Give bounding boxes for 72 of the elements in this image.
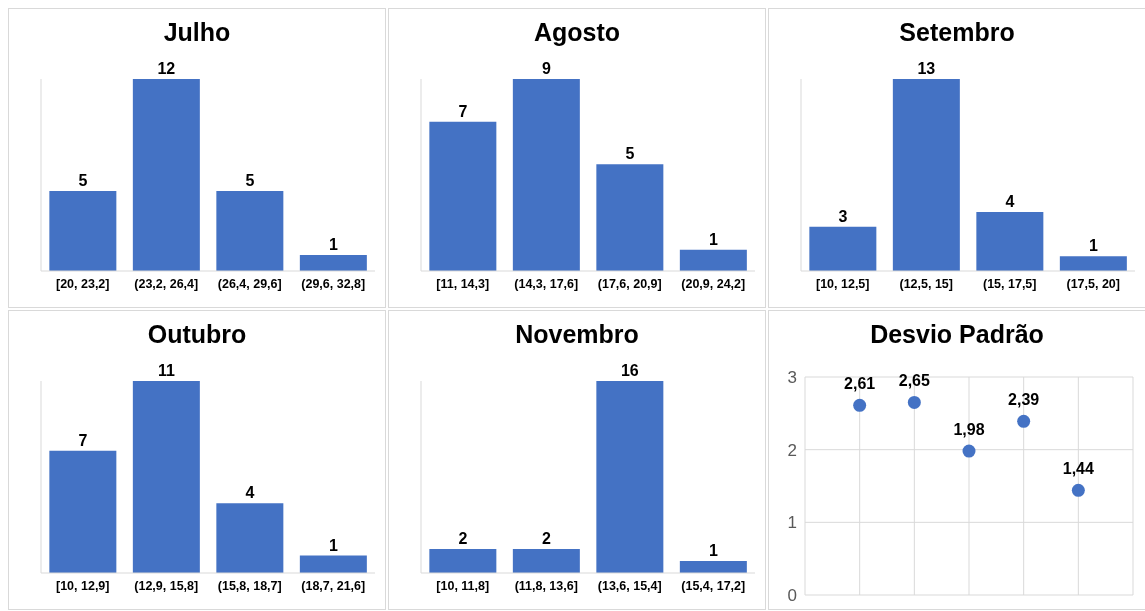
x-tick-label: (29,6, 32,8] bbox=[301, 276, 366, 291]
data-label: 3 bbox=[838, 207, 848, 225]
data-label: 2,61 bbox=[844, 374, 876, 392]
point bbox=[1017, 414, 1031, 428]
data-label: 1 bbox=[328, 236, 338, 253]
data-label: 12 bbox=[157, 60, 176, 77]
data-label: 2 bbox=[541, 530, 551, 547]
data-label: 2 bbox=[458, 530, 468, 547]
x-tick-label: [10, 12,5] bbox=[815, 276, 870, 291]
y-tick-label: 3 bbox=[787, 368, 797, 388]
bar bbox=[1059, 256, 1127, 271]
data-label: 4 bbox=[245, 484, 255, 502]
x-tick-label: [10, 12,9] bbox=[55, 578, 110, 593]
x-tick-label: [20, 23,2] bbox=[55, 276, 110, 291]
data-label: 5 bbox=[78, 172, 88, 189]
chart-title: Julho bbox=[162, 17, 232, 48]
bar bbox=[512, 79, 580, 271]
x-tick-label: (11,8, 13,6] bbox=[514, 578, 578, 593]
x-tick-label: (12,5, 15] bbox=[899, 276, 954, 291]
bar bbox=[132, 381, 200, 573]
bar bbox=[892, 79, 960, 271]
bar bbox=[49, 450, 117, 573]
bar bbox=[976, 211, 1044, 271]
data-label: 5 bbox=[625, 145, 635, 163]
x-tick-label: (23,2, 26,4] bbox=[134, 276, 199, 291]
data-label: 13 bbox=[917, 60, 936, 77]
x-tick-label: (18,7, 21,6] bbox=[301, 578, 366, 593]
bar bbox=[809, 226, 877, 271]
data-label: 1 bbox=[328, 536, 338, 554]
x-tick-label: (20,9, 24,2] bbox=[681, 276, 746, 291]
chart-title: Desvio Padrão bbox=[869, 319, 1045, 350]
y-tick-label: 2 bbox=[787, 440, 797, 460]
x-tick-label: (15,8, 18,7] bbox=[217, 578, 282, 593]
chart-title: Outubro bbox=[146, 319, 248, 350]
x-tick-label: (13,6, 15,4] bbox=[597, 578, 662, 593]
x-tick-label: (17,5, 20] bbox=[1066, 276, 1121, 291]
data-label: 1 bbox=[708, 542, 718, 559]
bar bbox=[216, 503, 284, 573]
data-label: 7 bbox=[458, 102, 468, 120]
x-tick-label: [11, 14,3] bbox=[436, 276, 490, 291]
x-tick-label: (17,6, 20,9] bbox=[597, 276, 662, 291]
data-label: 4 bbox=[1005, 192, 1015, 210]
bar bbox=[596, 164, 664, 271]
chart-title: Novembro bbox=[514, 319, 640, 350]
data-label: 7 bbox=[78, 431, 88, 449]
data-label: 2,65 bbox=[898, 371, 931, 389]
data-label: 5 bbox=[245, 172, 255, 189]
data-label: 1,44 bbox=[1062, 459, 1095, 477]
data-label: 1 bbox=[708, 230, 718, 248]
data-label: 11 bbox=[157, 362, 175, 379]
chart-title: Agosto bbox=[532, 17, 622, 48]
point bbox=[1071, 483, 1085, 497]
y-tick-label: 0 bbox=[787, 586, 797, 606]
bar bbox=[299, 555, 367, 573]
data-label: 1 bbox=[1088, 237, 1098, 255]
point bbox=[907, 395, 921, 409]
data-label: 1,98 bbox=[953, 420, 985, 438]
bar bbox=[679, 249, 747, 271]
x-tick-label: (14,3, 17,6] bbox=[514, 276, 579, 291]
x-tick-label: (15,4, 17,2] bbox=[681, 578, 746, 593]
x-tick-label: (12,9, 15,8] bbox=[134, 578, 199, 593]
point bbox=[853, 398, 867, 412]
x-tick-label: [10, 11,8] bbox=[436, 578, 490, 593]
x-tick-label: (26,4, 29,6] bbox=[217, 276, 282, 291]
data-label: 9 bbox=[541, 60, 551, 77]
bar bbox=[429, 121, 497, 271]
chart-title: Setembro bbox=[898, 17, 1016, 48]
point bbox=[962, 444, 976, 458]
y-tick-label: 1 bbox=[787, 513, 797, 533]
x-tick-label: (15, 17,5] bbox=[982, 276, 1037, 291]
data-label: 2,39 bbox=[1008, 390, 1040, 408]
data-label: 16 bbox=[620, 362, 639, 379]
